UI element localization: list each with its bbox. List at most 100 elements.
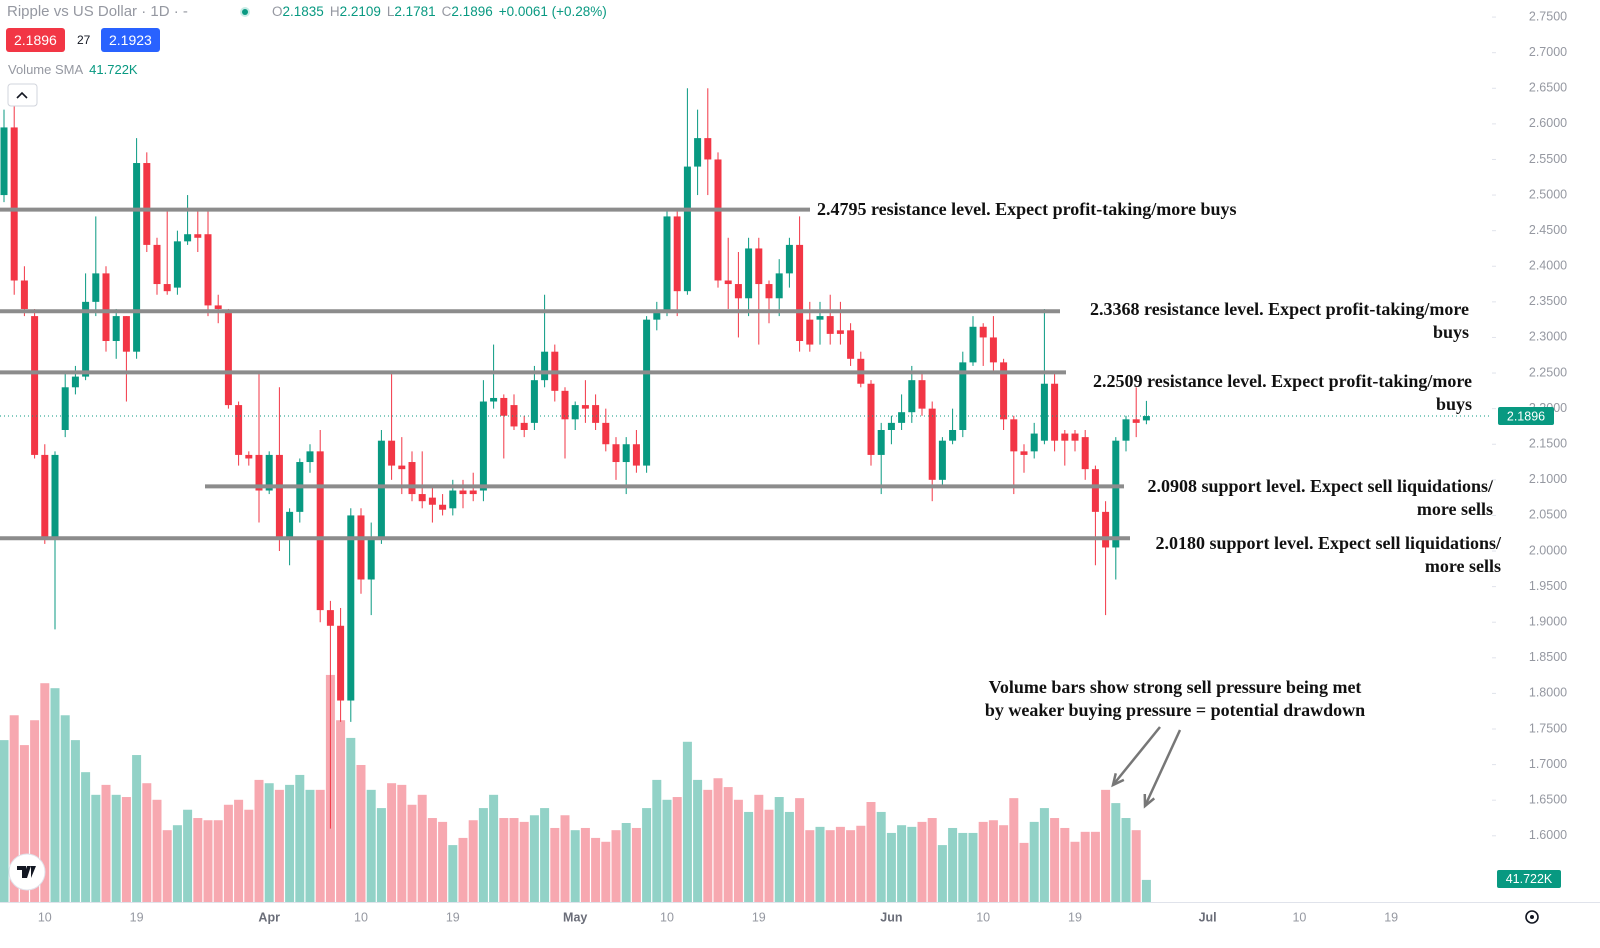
arrow-head — [1111, 773, 1125, 788]
candle-body — [530, 380, 538, 423]
candle-body — [357, 515, 365, 580]
volume-bar — [805, 830, 815, 902]
level-annotation: more sells — [1417, 499, 1493, 519]
candle-body — [490, 397, 498, 402]
volume-bar — [9, 715, 19, 902]
y-tick-label: 1.9000 — [1529, 615, 1567, 629]
volume-bar — [244, 809, 254, 902]
candle-body — [153, 244, 161, 285]
candle-body — [1071, 433, 1079, 441]
candle-body — [724, 280, 732, 285]
y-tick-label: 1.7500 — [1529, 721, 1567, 735]
axes-layer: 2.7500 2.7000 2.6500 2.6000 2.5500 2.5000 2.45… — [0, 9, 1600, 924]
y-tick-label: 2.6500 — [1529, 81, 1567, 95]
candle-body — [245, 454, 253, 459]
volume-bar — [795, 798, 805, 902]
volume-bar — [448, 845, 458, 902]
volume-bar — [40, 683, 50, 902]
volume-bar — [631, 827, 641, 902]
candle-body — [908, 380, 916, 413]
candle-body — [1000, 362, 1008, 420]
candle-body — [949, 429, 957, 441]
level-annotation: more sells — [1425, 556, 1501, 576]
candle-body — [918, 380, 926, 409]
volume-sma-box — [1497, 869, 1561, 888]
candle-body — [806, 319, 814, 345]
buy-button[interactable]: 2.1923 — [101, 28, 160, 52]
candle-body — [622, 444, 630, 463]
volume-bar — [1070, 841, 1080, 902]
x-tick-label: 10 — [976, 910, 990, 924]
volume-bar — [519, 821, 529, 902]
volume-bar — [183, 809, 193, 902]
volume-bar — [254, 779, 264, 902]
candle-body — [592, 405, 600, 423]
x-tick-label: 19 — [130, 910, 144, 924]
volume-bar — [662, 799, 672, 902]
y-tick-label: 2.1000 — [1529, 472, 1567, 486]
volume-bar — [223, 804, 233, 902]
volume-bar — [999, 825, 1009, 902]
volume-bar — [1029, 821, 1039, 902]
volume-bar — [1141, 879, 1151, 902]
candle-body — [785, 244, 793, 274]
volume-bar — [540, 808, 550, 902]
candle-body — [102, 273, 110, 342]
volume-bar — [1060, 827, 1070, 902]
x-tick-label: 10 — [1292, 910, 1306, 924]
volume-bar — [897, 825, 907, 902]
candle-body — [602, 422, 610, 445]
candle-body — [61, 387, 69, 430]
volume-bar — [499, 818, 509, 902]
collapse-button[interactable] — [7, 83, 38, 107]
candle-body — [398, 465, 406, 470]
y-tick-label: 2.5000 — [1529, 187, 1567, 201]
volume-bar — [846, 830, 856, 902]
ohlc-value: 2.1781 — [394, 4, 436, 19]
volume-bar — [142, 783, 152, 902]
price-layer — [0, 88, 1150, 829]
volume-bar — [580, 827, 590, 902]
settings-icon[interactable] — [1525, 910, 1539, 924]
y-tick-label: 2.5500 — [1529, 152, 1567, 166]
volume-bar — [0, 740, 9, 902]
volume-legend: Volume SMA 41.722K — [8, 62, 138, 77]
volume-bar — [81, 772, 91, 902]
y-tick-label: 2.4500 — [1529, 223, 1567, 237]
spread: 27 — [77, 33, 91, 47]
x-tick-label: 10 — [38, 910, 52, 924]
ohlc-value: 2.1896 — [451, 4, 493, 19]
candle-body — [112, 316, 120, 342]
volume-bar — [968, 832, 978, 902]
candle-body — [316, 451, 324, 611]
candle-body — [286, 511, 294, 537]
candle-body — [1122, 419, 1130, 441]
volume-bar — [784, 811, 794, 902]
y-tick-label: 2.6000 — [1529, 116, 1567, 130]
candle-body — [969, 326, 977, 363]
x-tick-label: May — [563, 910, 587, 924]
x-tick-label: 19 — [1068, 910, 1082, 924]
volume-bar — [1121, 818, 1131, 902]
ohlc-key: H — [329, 4, 340, 19]
volume-bar — [917, 821, 927, 902]
level-annotation: 2.0908 support level. Expect sell liquid… — [1147, 476, 1494, 496]
candle-body — [1040, 383, 1048, 441]
ohlc-key: L — [386, 4, 395, 19]
volume-bar — [417, 794, 427, 902]
volume-bar — [234, 799, 244, 902]
sell-button[interactable]: 2.1896 — [6, 28, 65, 52]
y-tick-label: 2.0500 — [1529, 508, 1567, 522]
ohlc-change: +0.0061 (+0.28%) — [498, 4, 607, 19]
volume-bar — [478, 808, 488, 902]
candle-body — [408, 462, 416, 495]
level-annotation: 2.0180 support level. Expect sell liquid… — [1155, 533, 1502, 553]
volume-bar — [1019, 842, 1029, 902]
volume-bar — [376, 808, 386, 902]
y-tick-label: 1.6500 — [1529, 792, 1567, 806]
volume-bar — [1131, 830, 1141, 902]
level-annotation: 2.3368 resistance level. Expect profit-t… — [1090, 299, 1469, 319]
y-tick-label: 2.2500 — [1529, 365, 1567, 379]
candle-body — [459, 490, 467, 495]
